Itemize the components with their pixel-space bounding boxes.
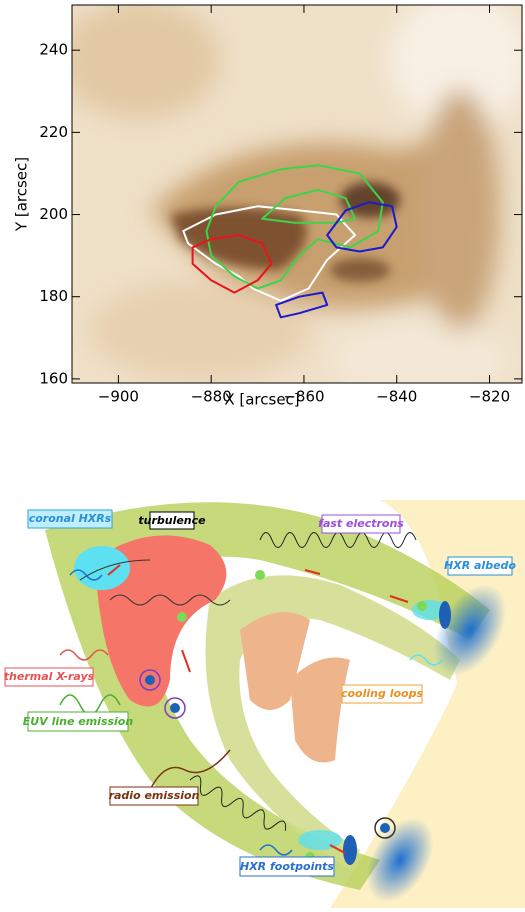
x-axis-label: X [arcsec] [224,391,299,409]
y-tick-label: 180 [39,287,68,305]
contours [182,164,398,319]
x-tick-label: −860 [283,388,324,406]
y-tick-label: 220 [39,123,68,141]
label-coronal-hxrs: coronal HXRs [29,512,112,525]
contour-line [275,291,329,319]
label-fast-electrons: fast electrons [318,517,404,530]
label-cooling-loops: cooling loops [341,687,423,700]
diagram: coronal HXRs turbulence fast electrons H… [4,500,525,908]
axes: −900 −880 −860 −840 −820 160 180 200 220 240 [39,5,522,406]
contour-line [191,234,273,294]
x-tick-label: −840 [376,388,417,406]
y-tick-label: 200 [39,205,68,223]
label-hxr-albedo: HXR albedo [444,559,516,572]
label-thermal-xrays: thermal X-rays [4,670,95,683]
label-hxr-footpoints: HXR footpoints [240,860,334,873]
solar-image [72,5,522,383]
x-tick-label: −880 [191,388,232,406]
contour-line [326,201,398,253]
y-tick-label: 240 [39,41,68,59]
x-tick-label: −900 [98,388,139,406]
contour-line [182,205,356,302]
y-axis-label: Y [arcsec] [13,157,31,232]
plot-frame [71,4,523,384]
y-tick-label: 160 [39,369,68,387]
label-turbulence: turbulence [138,514,206,527]
x-tick-label: −820 [469,388,510,406]
label-euv-line-emission: EUV line emission [23,715,134,728]
label-radio-emission: radio emission [109,789,200,802]
